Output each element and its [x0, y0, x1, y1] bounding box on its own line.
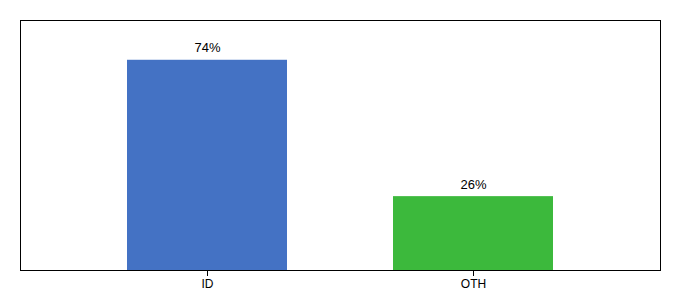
svg-text:ID: ID	[202, 277, 214, 291]
svg-text:OTH: OTH	[461, 277, 486, 291]
svg-text:74%: 74%	[194, 40, 220, 55]
svg-text:26%: 26%	[460, 177, 486, 192]
